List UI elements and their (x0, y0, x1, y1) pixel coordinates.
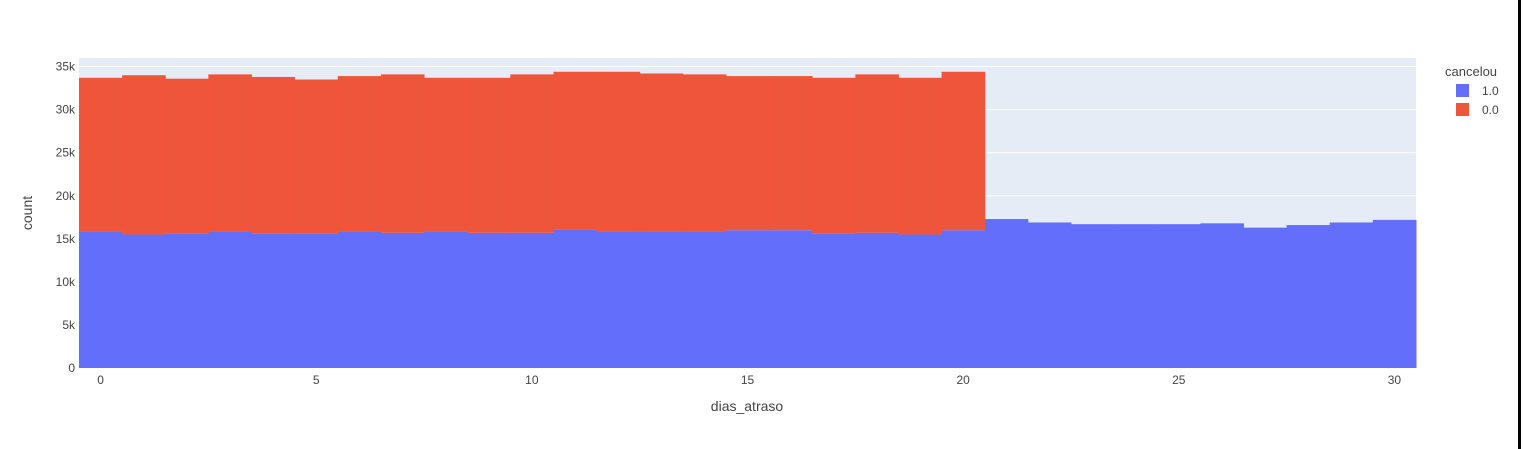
bar-0.0-x9[interactable] (467, 77, 511, 233)
bar-0.0-x20[interactable] (941, 71, 986, 231)
x-tick-labels: 0 5 10 15 20 25 30 (97, 373, 1401, 387)
legend-item-1.0[interactable]: 1.0 (1456, 84, 1499, 98)
bar-1.0-x16[interactable] (769, 230, 813, 368)
y-tick-label: 25k (56, 146, 76, 160)
x-tick-label: 0 (97, 373, 104, 387)
bar-1.0-x1[interactable] (122, 234, 166, 368)
bar-0.0-x10[interactable] (510, 74, 554, 233)
bar-1.0-x10[interactable] (510, 232, 554, 368)
bar-1.0-x18[interactable] (855, 232, 899, 368)
y-axis-title: count (19, 196, 35, 230)
bar-1.0-x23[interactable] (1070, 224, 1115, 368)
bar-1.0-x8[interactable] (424, 231, 468, 368)
y-tick-label: 15k (56, 232, 76, 246)
bar-1.0-x24[interactable] (1114, 224, 1158, 368)
bar-0.0-x14[interactable] (682, 74, 727, 232)
bar-0.0-x3[interactable] (208, 74, 253, 232)
bar-1.0-x9[interactable] (467, 232, 511, 368)
bar-1.0-x5[interactable] (294, 233, 339, 368)
bar-1.0-x14[interactable] (682, 231, 727, 368)
bar-1.0-x4[interactable] (251, 233, 296, 368)
x-tick-label: 10 (525, 373, 539, 387)
bar-0.0-x19[interactable] (898, 77, 943, 235)
y-tick-labels: 0 5k 10k 15k 20k 25k 30k 35k (56, 60, 76, 375)
legend-swatch-0.0 (1456, 103, 1469, 116)
y-tick-label: 20k (56, 189, 76, 203)
bar-1.0-x2[interactable] (165, 233, 209, 368)
x-tick-label: 20 (956, 373, 970, 387)
y-tick-label: 5k (62, 318, 76, 332)
bar-0.0-x13[interactable] (639, 73, 684, 232)
legend-swatch-1.0 (1456, 84, 1469, 97)
legend: cancelou 1.0 0.0 (1445, 64, 1499, 117)
x-tick-label: 15 (741, 373, 755, 387)
bar-0.0-x16[interactable] (769, 76, 813, 231)
legend-label-0.0: 0.0 (1482, 103, 1499, 117)
bar-1.0-x30[interactable] (1372, 219, 1417, 368)
bar-1.0-x19[interactable] (898, 234, 943, 368)
x-tick-label: 30 (1388, 373, 1402, 387)
bars (79, 71, 1417, 368)
bar-1.0-x26[interactable] (1200, 223, 1244, 368)
bar-1.0-x27[interactable] (1243, 227, 1288, 368)
x-tick-label: 25 (1172, 373, 1186, 387)
legend-title: cancelou (1445, 64, 1497, 79)
bar-1.0-x3[interactable] (208, 231, 253, 368)
bar-1.0-x28[interactable] (1286, 225, 1331, 368)
bar-1.0-x21[interactable] (984, 219, 1029, 368)
bar-1.0-x29[interactable] (1329, 222, 1374, 368)
page-right-border (1518, 0, 1521, 449)
x-tick-label: 5 (313, 373, 320, 387)
bar-0.0-x11[interactable] (553, 71, 598, 230)
bar-0.0-x1[interactable] (122, 75, 166, 235)
bar-0.0-x2[interactable] (165, 78, 209, 234)
bar-1.0-x25[interactable] (1157, 224, 1201, 368)
y-tick-label: 0 (68, 361, 75, 375)
bar-1.0-x11[interactable] (553, 229, 598, 368)
bar-0.0-x5[interactable] (294, 79, 339, 234)
bar-1.0-x17[interactable] (812, 233, 856, 368)
bar-0.0-x17[interactable] (812, 77, 856, 234)
bar-1.0-x12[interactable] (596, 231, 641, 368)
bar-0.0-x6[interactable] (337, 76, 382, 232)
y-tick-label: 10k (56, 275, 76, 289)
bar-0.0-x15[interactable] (725, 76, 770, 231)
bar-0.0-x12[interactable] (596, 71, 641, 232)
bar-0.0-x8[interactable] (424, 77, 468, 232)
y-tick-label: 30k (56, 103, 76, 117)
bar-1.0-x15[interactable] (725, 230, 770, 368)
bar-1.0-x20[interactable] (941, 230, 986, 368)
y-tick-label: 35k (56, 60, 76, 74)
bar-1.0-x0[interactable] (79, 231, 123, 368)
bar-1.0-x13[interactable] (639, 231, 684, 368)
x-axis-title: dias_atraso (711, 398, 784, 414)
bar-0.0-x4[interactable] (251, 76, 296, 234)
legend-label-1.0: 1.0 (1482, 84, 1499, 98)
bar-1.0-x7[interactable] (380, 232, 425, 368)
legend-item-0.0[interactable]: 0.0 (1456, 103, 1499, 117)
bar-1.0-x6[interactable] (337, 231, 382, 368)
bar-0.0-x7[interactable] (380, 74, 425, 233)
bar-1.0-x22[interactable] (1027, 222, 1072, 368)
bar-0.0-x18[interactable] (855, 74, 899, 233)
bar-0.0-x0[interactable] (79, 77, 123, 232)
